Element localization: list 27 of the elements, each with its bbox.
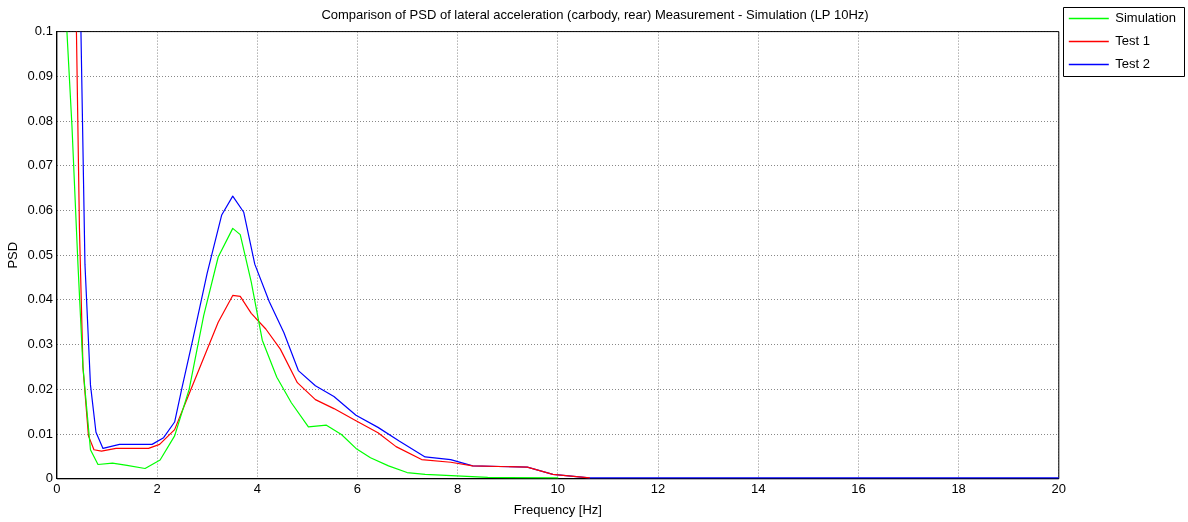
y-axis-title: PSD bbox=[5, 241, 21, 269]
x-tick-label: 4 bbox=[253, 481, 261, 497]
x-tick-label: 20 bbox=[1051, 481, 1067, 497]
legend-label: Simulation bbox=[1115, 10, 1177, 26]
y-tick-label: 0.09 bbox=[27, 67, 53, 83]
y-tick-label: 0.04 bbox=[27, 291, 53, 307]
x-axis-title: Frequency [Hz] bbox=[513, 501, 602, 517]
x-tick-label: 6 bbox=[353, 481, 362, 497]
x-tick-label: 12 bbox=[650, 481, 666, 497]
y-tick-label: 0.03 bbox=[27, 336, 53, 352]
y-tick-label: 0.02 bbox=[27, 380, 53, 396]
y-tick-label: 0.01 bbox=[27, 425, 53, 441]
x-tick-label: 2 bbox=[153, 481, 161, 497]
y-tick-label: 0.07 bbox=[27, 157, 53, 173]
chart-title: Comparison of PSD of lateral acceleration (carbody, rear) Measurement - Simulation (LP 10Hz) bbox=[321, 7, 869, 23]
legend-label: Test 2 bbox=[1115, 56, 1150, 72]
y-tick-label: 0 bbox=[45, 470, 53, 486]
x-tick-label: 16 bbox=[851, 481, 866, 497]
y-tick-label: 0.1 bbox=[34, 23, 53, 39]
y-tick-label: 0.08 bbox=[27, 112, 53, 128]
x-tick-label: 18 bbox=[951, 481, 966, 497]
x-tick-label: 8 bbox=[454, 481, 462, 497]
y-tick-label: 0.05 bbox=[27, 246, 53, 262]
y-tick-label: 0.06 bbox=[27, 202, 53, 218]
x-tick-label: 10 bbox=[550, 481, 566, 497]
x-tick-label: 14 bbox=[751, 481, 766, 497]
legend-label: Test 1 bbox=[1115, 33, 1150, 49]
